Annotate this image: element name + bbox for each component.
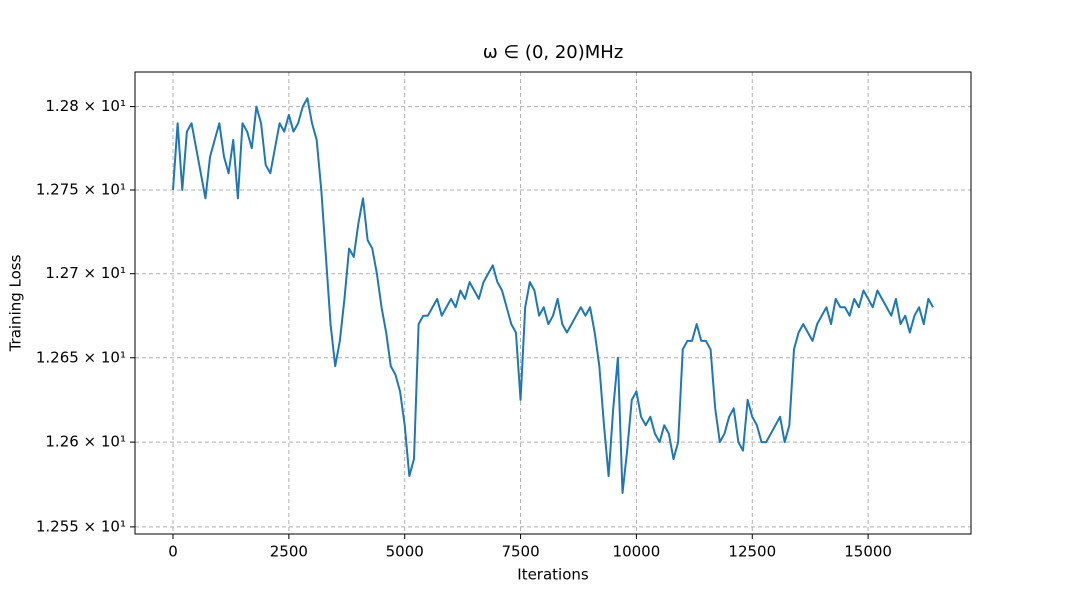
y-tick-label: 1.27 × 10¹ <box>45 264 126 282</box>
y-tick-label: 1.255 × 10¹ <box>36 517 126 535</box>
x-tick-label: 2500 <box>270 543 308 561</box>
y-axis-label: Training Loss <box>7 254 25 352</box>
y-tick-label: 1.265 × 10¹ <box>36 348 126 366</box>
x-tick-label: 5000 <box>386 543 424 561</box>
data-line <box>172 97 934 494</box>
y-tick-label: 1.275 × 10¹ <box>36 180 126 198</box>
x-axis-label: Iterations <box>517 566 589 584</box>
y-tick-label: 1.26 × 10¹ <box>45 433 126 451</box>
plot-frame <box>134 71 972 535</box>
x-tick-label: 0 <box>168 543 178 561</box>
x-tick-label: 7500 <box>501 543 539 561</box>
y-tick-label: 1.28 × 10¹ <box>45 97 126 115</box>
chart-title: ω ∈ (0, 20)MHz <box>483 42 624 63</box>
x-tick-label: 10000 <box>613 543 661 561</box>
x-tick-label: 15000 <box>844 543 892 561</box>
x-tick-label: 12500 <box>728 543 776 561</box>
